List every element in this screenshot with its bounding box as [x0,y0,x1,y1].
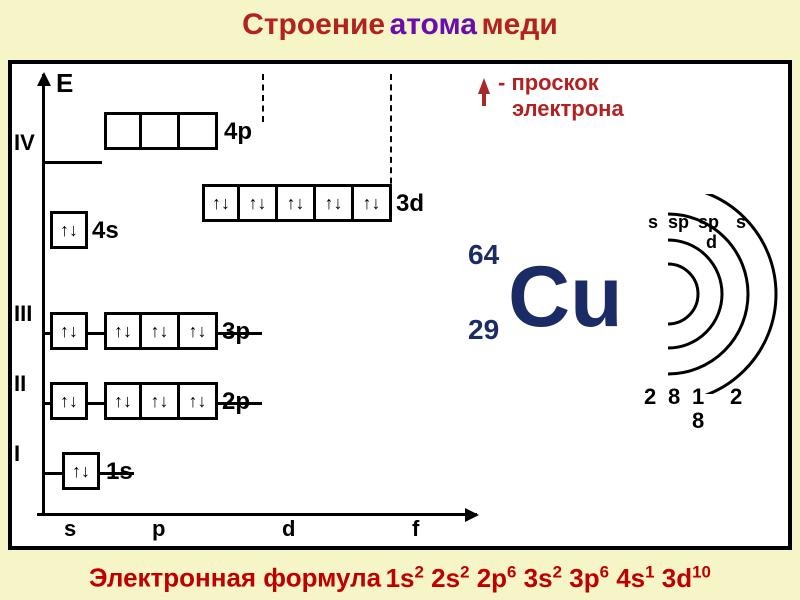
element-mass: 64 [468,239,499,271]
shell-sublabel: sp [698,212,719,233]
orbital-box: ↑↓ [202,184,240,222]
shell-count: 2 [644,384,656,410]
orbital-row: ↑↓ [50,211,88,249]
orbital-box: ↑↓ [240,184,278,222]
energy-diagram: E IIIIIIIV ↑↓1s↑↓↑↓↑↓↑↓2p↑↓↑↓↑↓↑↓3p↑↓4s↑… [12,64,482,546]
title-w3: меди [481,8,557,41]
shell-count: 8 [692,408,704,434]
orbital-box [104,112,142,150]
dashed-line [262,74,264,122]
energy-level [42,161,102,164]
shell-count: 2 [730,384,742,410]
proskok-text: - проскок электрона [498,70,624,122]
level-label: III [14,301,32,327]
x-axis [37,513,477,516]
orbital-box: ↑↓ [180,382,218,420]
page-title: Строение атома меди [0,0,800,42]
orbital-box: ↑↓ [50,382,88,420]
proskok-l2: электрона [498,96,624,122]
orbital-box: ↑↓ [354,184,392,222]
element-z: 29 [468,314,499,346]
orbital-row: ↑↓↑↓↑↓↑↓↑↓ [202,184,392,222]
orbital-box: ↑↓ [142,312,180,350]
orbital-row: ↑↓ [50,312,88,350]
level-label: II [14,371,26,397]
shell-sublabel: s [648,212,658,233]
right-panel: - проскок электрона 64 Cu 29 sspspsd 281… [468,64,788,546]
orbital-row: ↑↓↑↓↑↓ [104,382,218,420]
subshell-label: 3d [396,190,424,218]
orbital-box [180,112,218,150]
title-w2: атома [390,8,477,41]
dashed-line [390,74,392,194]
y-axis [42,74,45,516]
content-panel: E IIIIIIIV ↑↓1s↑↓↑↓↑↓↑↓2p↑↓↑↓↑↓↑↓3p↑↓4s↑… [8,60,792,550]
orbital-box: ↑↓ [316,184,354,222]
orbital-row [104,112,218,150]
orbital-row: ↑↓ [50,382,88,420]
shell-sublabel: d [706,232,717,253]
orbital-box: ↑↓ [50,312,88,350]
level-label: I [14,441,20,467]
x-axis-label: p [152,516,165,542]
subshell-label: 1s [106,458,133,486]
x-axis-label: s [64,516,76,542]
subshell-label: 3p [222,318,250,346]
orbital-box: ↑↓ [180,312,218,350]
orbital-row: ↑↓↑↓↑↓ [104,312,218,350]
orbital-box: ↑↓ [278,184,316,222]
shell-sublabel: s [736,212,746,233]
element-symbol: Cu [508,254,623,340]
x-axis-label: f [412,516,419,542]
arrow-up-icon [478,78,490,94]
subshell-label: 2p [222,388,250,416]
x-axis-label: d [282,516,295,542]
level-label: IV [14,130,35,156]
subshell-label: 4s [92,217,119,245]
orbital-box: ↑↓ [62,452,100,490]
orbital-box: ↑↓ [142,382,180,420]
orbital-box: ↑↓ [50,211,88,249]
orbital-box [142,112,180,150]
orbital-box: ↑↓ [104,382,142,420]
orbital-box: ↑↓ [104,312,142,350]
subshell-label: 4p [224,118,252,146]
shell-sublabel: sp [668,212,689,233]
shell-count: 1 [692,384,704,410]
orbital-row: ↑↓ [62,452,100,490]
title-w1: Строение [242,8,385,41]
footer-config: 1s2 2s2 2p6 3s2 3p6 4s1 3d10 [386,563,711,593]
footer-label: Электронная формула [89,563,381,593]
e-axis-label: E [56,68,73,99]
footer: Электронная формула 1s2 2s2 2p6 3s2 3p6 … [0,556,800,600]
proskok-l1: - проскок [498,70,624,96]
shell-count: 8 [668,384,680,410]
